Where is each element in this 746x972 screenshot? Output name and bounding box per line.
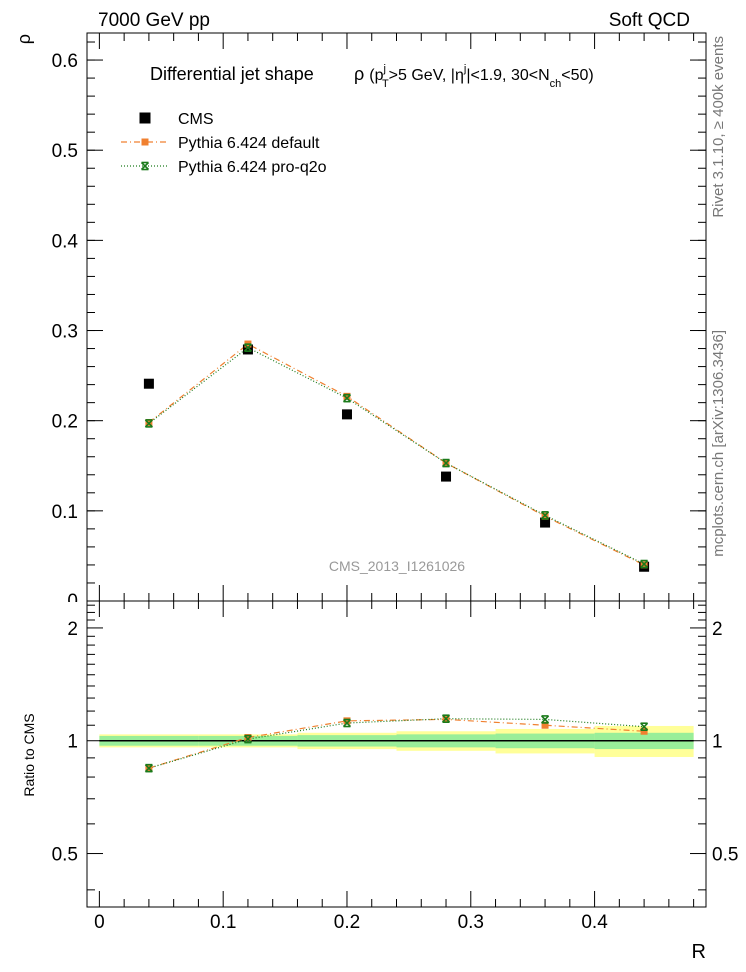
ratio-point-s0-5: [640, 727, 648, 735]
main-series-line-1: [148, 343, 645, 566]
main-y-tick-label-zero: 0: [67, 591, 78, 612]
x-tick-label: 0.1: [210, 912, 236, 933]
title-n-sub: ch: [550, 78, 562, 90]
main-point-s2-0: [144, 419, 153, 428]
ratio-y-tick-label-right: 0.5: [712, 845, 738, 866]
legend-label-2: Pythia 6.424 pro-q2o: [178, 159, 327, 176]
main-y-tick-label: 0.1: [52, 502, 78, 523]
main-y-tick-label: 0.3: [52, 322, 78, 343]
main-y-tick-label: 0.4: [52, 231, 79, 252]
main-y-tick-label: 0.5: [52, 141, 78, 162]
main-point-s0-0: [143, 378, 154, 389]
title-p: (p: [369, 67, 383, 84]
mcplots-label: mcplots.cern.ch [arXiv:1306.3436]: [710, 330, 727, 557]
title-p-sup: j: [382, 63, 385, 75]
ratio-y-tick-label: 0.5: [52, 845, 78, 866]
legend-label-1: Pythia 6.424 default: [178, 135, 320, 152]
legend-label-0: CMS: [178, 111, 214, 128]
title-formula: ρ (pj T>5 GeV, |ηj|<1.9, 30<Nch<50): [354, 63, 594, 90]
ratio-point-s1-0: [144, 763, 153, 773]
main-point-s0-1: [242, 344, 253, 355]
main-point-s2-1: [243, 343, 253, 352]
x-tick-label: 0: [94, 912, 105, 933]
main-y-tick-label: 0.2: [52, 412, 78, 433]
ratio-y-tick-label-right: 1: [712, 732, 723, 753]
main-point-s1-2: [343, 392, 351, 400]
x-tick-label: 0.2: [334, 912, 360, 933]
title-text: Differential jet shape: [150, 64, 314, 84]
main-point-s0-4: [540, 517, 551, 528]
ratio-series-line-0: [148, 718, 645, 769]
title-p-sub: T: [382, 78, 389, 90]
title-eta-sup: j: [463, 63, 466, 75]
title-end: <50): [561, 67, 593, 84]
ratio-point-s0-2: [343, 717, 351, 725]
ratio-y-tick-label: 2: [67, 619, 78, 640]
ratio-y-axis-label: Ratio to CMS: [21, 713, 37, 796]
main-panel-markers: [143, 340, 650, 572]
legend-marker-0: [139, 112, 151, 124]
main-point-s2-5: [640, 559, 649, 569]
main-point-s0-2: [341, 409, 352, 420]
legend-marker-2: [140, 161, 150, 171]
ratio-panel-ticks: [87, 601, 706, 907]
title-rest: |<1.9, 30<N: [466, 67, 549, 84]
main-point-s2-2: [342, 393, 352, 403]
main-point-s2-3: [441, 458, 451, 468]
x-tick-label: 0.3: [458, 912, 484, 933]
main-series-line-2: [148, 346, 645, 565]
legend: CMS Pythia 6.424 default Pythia 6.424 pro-…: [121, 111, 327, 176]
rivet-version-label: Rivet 3.1.10, ≥ 400k events: [710, 36, 727, 218]
x-tick-label: 0.4: [581, 912, 608, 933]
main-y-tick-label: 0.6: [52, 51, 78, 72]
main-panel-lines: [148, 343, 645, 566]
main-panel-ticks: [87, 33, 706, 601]
title-gt5: >5 GeV, |η: [389, 67, 464, 84]
zero-label-mask: [50, 602, 86, 616]
ratio-y-tick-label-right: 2: [712, 619, 723, 640]
ratio-panel-lines: [148, 718, 645, 769]
x-tick-labels: 0 0.1 0.2 0.3 0.4: [94, 912, 608, 933]
ratio-point-s1-5: [640, 722, 649, 732]
analysis-watermark: CMS_2013_I1261026: [329, 558, 465, 574]
ratio-point-s1-4: [540, 715, 550, 724]
ratio-point-s0-1: [244, 734, 252, 742]
ratio-y-tick-label: 1: [67, 732, 78, 753]
ratio-panel-markers: [144, 714, 649, 773]
main-y-tick-labels: 0.1 0.2 0.3 0.4 0.5 0.6 0: [50, 51, 86, 616]
ratio-point-s1-2: [342, 718, 352, 728]
ratio-point-s0-4: [541, 721, 549, 729]
main-point-s2-4: [540, 511, 550, 520]
ratio-point-s1-3: [441, 714, 451, 724]
main-point-s0-3: [441, 471, 452, 482]
ratio-panel-bands: [99, 725, 694, 757]
title-rho: ρ: [354, 64, 364, 84]
energy-label: 7000 GeV pp: [98, 10, 210, 31]
category-label: Soft QCD: [609, 10, 690, 31]
x-axis-label: R: [692, 941, 706, 963]
ratio-y-tick-labels: 0.5 0.5 1 1 2 2: [52, 619, 739, 866]
main-chart-title: Differential jet shape ρ (pj T>5 GeV, |ηj|…: [150, 63, 594, 90]
ratio-point-s1-1: [243, 734, 253, 744]
legend-marker-1: [141, 138, 149, 146]
main-y-axis-label: ρ: [14, 34, 34, 44]
